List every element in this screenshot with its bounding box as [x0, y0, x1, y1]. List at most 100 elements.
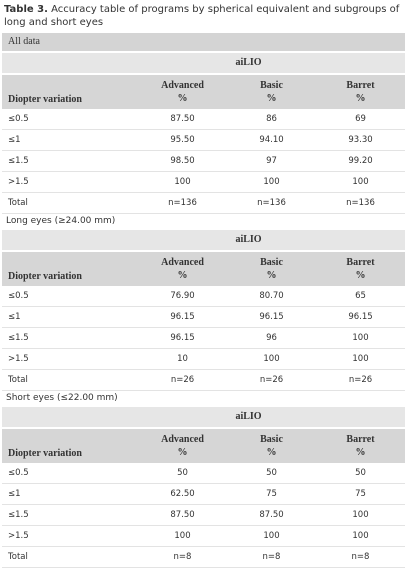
cell: ≤0.5 — [8, 114, 29, 124]
cell: 69 — [355, 114, 366, 124]
cell: 100 — [263, 354, 280, 364]
cell: n=8 — [262, 552, 281, 562]
cell: ≤0.5 — [8, 291, 29, 301]
column-header: Barret% — [316, 429, 405, 463]
cell: n=136 — [257, 198, 286, 208]
column-name: Advanced — [161, 80, 204, 91]
table-row: Total n=136 n=136 n=136 — [2, 193, 405, 214]
column-name: Basic — [260, 80, 283, 91]
column-header: Basic% — [227, 429, 316, 463]
column-unit: % — [355, 447, 366, 458]
cell: n=8 — [173, 552, 192, 562]
cell: 76.90 — [170, 291, 195, 301]
cell: 100 — [352, 333, 369, 343]
cell: n=136 — [346, 198, 375, 208]
column-name: Barret — [346, 434, 375, 445]
cell: 96 — [266, 333, 277, 343]
table-row: ≤1.5 96.15 96 100 — [2, 328, 405, 349]
table: All data aiLIO Diopter variation Advanced% B… — [0, 33, 407, 568]
table-row: ≤1.5 87.50 87.50 100 — [2, 505, 405, 526]
table-row: ≤1 62.50 75 75 — [2, 484, 405, 505]
column-header: Advanced% — [138, 429, 227, 463]
section-title: Short eyes (≤22.00 mm) — [6, 393, 118, 403]
table-row: >1.5 100 100 100 — [2, 172, 405, 193]
cell: 100 — [352, 510, 369, 520]
column-header: Basic% — [227, 252, 316, 286]
column-unit: % — [177, 447, 188, 458]
table-row: ≤0.5 50 50 50 — [2, 463, 405, 484]
cell: 87.50 — [259, 510, 284, 520]
cell: Total — [8, 552, 28, 562]
cell: 100 — [352, 177, 369, 187]
cell: Total — [8, 375, 28, 385]
column-name: Barret — [346, 80, 375, 91]
cell: 98.50 — [170, 156, 195, 166]
section-title: Long eyes (≥24.00 mm) — [6, 216, 116, 226]
table-row: ≤0.5 76.90 80.70 65 — [2, 286, 405, 307]
column-unit: % — [177, 93, 188, 104]
cell: ≤1 — [8, 135, 21, 145]
cell: 97 — [266, 156, 277, 166]
cell: ≤1.5 — [8, 510, 29, 520]
table-row: ≤1.5 98.50 97 99.20 — [2, 151, 405, 172]
cell: 96.15 — [170, 312, 195, 322]
cell: 100 — [263, 531, 280, 541]
column-header: Diopter variation — [2, 448, 138, 463]
cell: 50 — [266, 468, 277, 478]
column-unit: % — [177, 270, 188, 281]
column-name: Advanced — [161, 434, 204, 445]
cell: 62.50 — [170, 489, 195, 499]
column-unit: % — [355, 270, 366, 281]
group-header: aiLIO — [2, 407, 405, 427]
cell: >1.5 — [8, 177, 29, 187]
header-row: Diopter variation Advanced% Basic% Barret% — [2, 429, 405, 463]
cell: 100 — [352, 354, 369, 364]
column-name: Advanced — [161, 257, 204, 268]
column-header: Barret% — [316, 75, 405, 109]
column-name: Basic — [260, 257, 283, 268]
table-row: ≤0.5 87.50 86 69 — [2, 109, 405, 130]
table-row: Total n=26 n=26 n=26 — [2, 370, 405, 391]
cell: 86 — [266, 114, 277, 124]
group-header: aiLIO — [2, 230, 405, 250]
cell: 50 — [177, 468, 188, 478]
cell: 87.50 — [170, 510, 195, 520]
cell: ≤1 — [8, 312, 21, 322]
section: All data aiLIO Diopter variation Advanced% B… — [0, 33, 407, 214]
column-unit: % — [266, 447, 277, 458]
cell: 75 — [355, 489, 366, 499]
column-header: Advanced% — [138, 75, 227, 109]
caption: Table 3. Accuracy table of programs by s… — [0, 0, 407, 33]
column-header: Barret% — [316, 252, 405, 286]
cell: 75 — [266, 489, 277, 499]
cell: 96.15 — [348, 312, 373, 322]
cell: ≤1.5 — [8, 333, 29, 343]
cell: >1.5 — [8, 531, 29, 541]
cell: 93.30 — [348, 135, 373, 145]
group-header: aiLIO — [2, 53, 405, 73]
cell: 87.50 — [170, 114, 195, 124]
header-row: Diopter variation Advanced% Basic% Barret% — [2, 75, 405, 109]
cell: 10 — [177, 354, 188, 364]
column-name: Basic — [260, 434, 283, 445]
column-header: Diopter variation — [2, 271, 138, 286]
header-row: Diopter variation Advanced% Basic% Barret% — [2, 252, 405, 286]
column-name: Diopter variation — [8, 271, 82, 282]
cell: n=8 — [351, 552, 370, 562]
cell: 100 — [263, 177, 280, 187]
column-header: Diopter variation — [2, 94, 138, 109]
cell: 100 — [174, 177, 191, 187]
cell: n=136 — [168, 198, 197, 208]
cell: 96.15 — [170, 333, 195, 343]
column-unit: % — [266, 93, 277, 104]
table-row: Total n=8 n=8 n=8 — [2, 547, 405, 568]
section: Long eyes (≥24.00 mm) aiLIO Diopter variat… — [0, 214, 407, 391]
column-name: Diopter variation — [8, 448, 82, 459]
cell: ≤1.5 — [8, 156, 29, 166]
cell: ≤0.5 — [8, 468, 29, 478]
cell: 80.70 — [259, 291, 284, 301]
cell: Total — [8, 198, 28, 208]
cell: n=26 — [170, 375, 195, 385]
table-row: ≤1 96.15 96.15 96.15 — [2, 307, 405, 328]
cell: 94.10 — [259, 135, 284, 145]
